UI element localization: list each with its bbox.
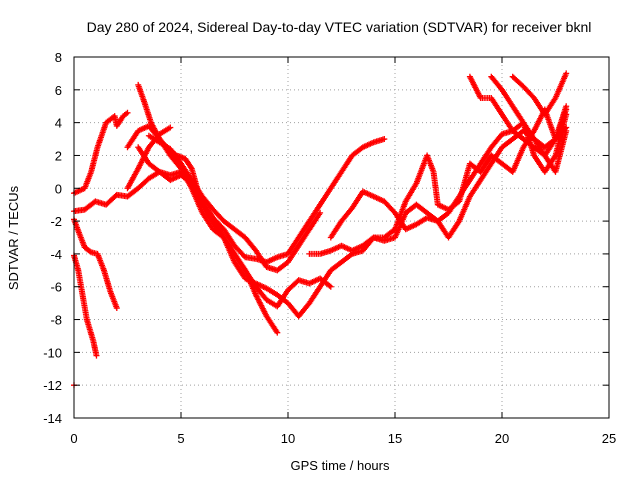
y-tick-label: 4 [55, 116, 62, 131]
series-track-14 [488, 73, 570, 175]
y-tick-label: 6 [55, 83, 62, 98]
grid [74, 57, 609, 418]
series-track-10 [135, 136, 388, 266]
plus-markers [135, 136, 388, 266]
data-points [71, 70, 570, 389]
x-tick-label: 20 [495, 431, 509, 446]
y-tick-label: 2 [55, 148, 62, 163]
x-tick-label: 25 [602, 431, 616, 446]
plus-markers [124, 122, 334, 310]
y-tick-label: -14 [43, 411, 62, 426]
x-tick-label: 0 [70, 431, 77, 446]
plus-markers [488, 73, 570, 175]
y-tick-label: -2 [50, 214, 62, 229]
y-tick-label: -10 [43, 345, 62, 360]
series-track-07 [124, 122, 334, 310]
plus-markers [306, 106, 570, 257]
plot-frame [73, 56, 610, 419]
y-axis-label: SDTVAR / TECUs [6, 185, 21, 290]
x-axis-label: GPS time / hours [291, 458, 390, 473]
y-tick-label: -4 [50, 247, 62, 262]
y-tick-label: 0 [55, 181, 62, 196]
plus-markers [71, 252, 100, 359]
chart-title: Day 280 of 2024, Sidereal Day-to-day VTE… [87, 19, 592, 35]
x-tick-label: 10 [281, 431, 295, 446]
x-tick-label: 15 [388, 431, 402, 446]
series-track-15 [509, 70, 570, 118]
y-tick-label: 8 [55, 50, 62, 65]
series-track-03 [71, 252, 100, 359]
y-tick-label: -12 [43, 378, 62, 393]
y-tick-label: -8 [50, 313, 62, 328]
series-track-12 [306, 106, 570, 257]
plus-markers [509, 70, 570, 118]
y-tick-label: -6 [50, 280, 62, 295]
x-tick-label: 5 [177, 431, 184, 446]
